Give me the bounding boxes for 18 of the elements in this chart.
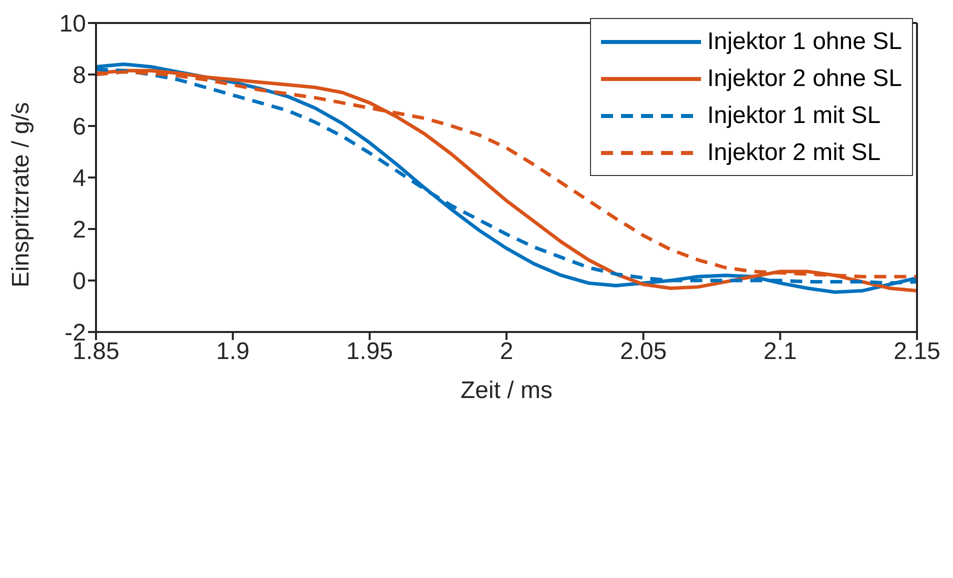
y-tick-label: 0 <box>72 268 86 296</box>
x-tick-label: 2 <box>500 338 514 366</box>
x-tick-label: 1.95 <box>346 338 394 366</box>
legend-label: Injektor 2 mit SL <box>707 138 881 166</box>
x-tick-label: 2.05 <box>620 338 667 366</box>
x-axis-title: Zeit / ms <box>460 377 553 404</box>
y-tick-label: 4 <box>72 165 86 192</box>
y-axis-title: Einspritzrate / g/s <box>8 102 35 288</box>
x-tick-label: 2.1 <box>763 338 797 366</box>
legend-label: Injektor 2 ohne SL <box>707 64 902 92</box>
y-tick-label: 6 <box>72 114 86 141</box>
legend-label: Injektor 1 ohne SL <box>707 28 902 56</box>
legend-label: Injektor 1 mit SL <box>707 102 881 130</box>
y-tick-label: 10 <box>59 10 86 38</box>
y-tick-label: 2 <box>72 216 86 244</box>
x-tick-label: 2.15 <box>894 338 940 366</box>
y-tick-label: 8 <box>72 62 86 90</box>
x-tick-label: 1.9 <box>216 338 250 366</box>
